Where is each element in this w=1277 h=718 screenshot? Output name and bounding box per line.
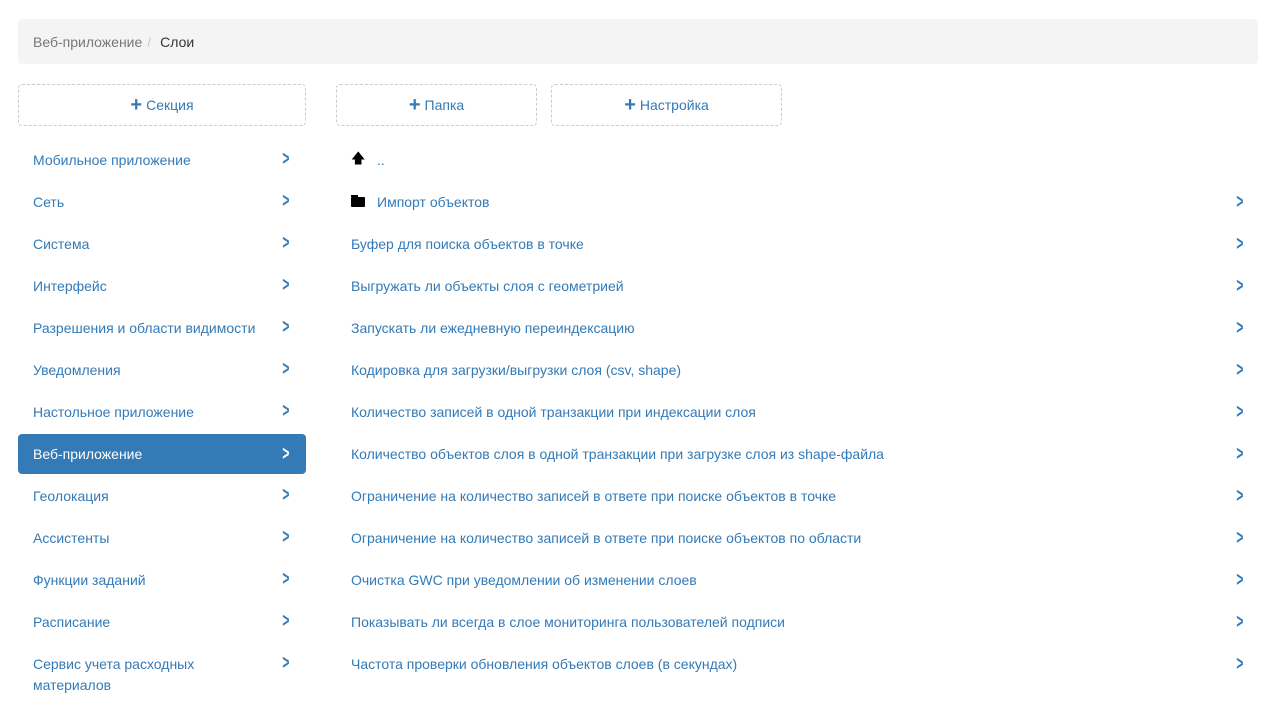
plus-icon: + (624, 94, 636, 116)
setting-label: Количество записей в одной транзакции пр… (351, 404, 756, 420)
chevron-right-icon: > (1236, 443, 1244, 465)
setting-item[interactable]: Ограничение на количество записей в отве… (336, 475, 1258, 517)
chevron-right-icon: > (282, 484, 290, 506)
setting-label: Показывать ли всегда в слое мониторинга … (351, 614, 785, 630)
chevron-right-icon: > (1236, 317, 1244, 339)
setting-label: Частота проверки обновления объектов сло… (351, 656, 738, 672)
chevron-right-icon: > (282, 148, 290, 170)
chevron-right-icon: > (1236, 275, 1244, 297)
breadcrumb-current: Слои (160, 33, 195, 50)
sidebar-item[interactable]: Веб-приложение > (18, 434, 306, 474)
sidebar-item-label: Мобильное приложение (33, 152, 191, 168)
chevron-right-icon: > (282, 400, 290, 422)
setting-item[interactable]: Ограничение на количество записей в отве… (336, 517, 1258, 559)
chevron-right-icon: > (282, 190, 290, 212)
sidebar-item-label: Система (33, 236, 90, 252)
setting-item[interactable]: Очистка GWC при уведомлении об изменении… (336, 559, 1258, 601)
setting-item[interactable]: Выгружать ли объекты слоя с геометрией > (336, 265, 1258, 307)
sidebar-item[interactable]: Мобильное приложение > (18, 139, 306, 181)
sidebar-item-label: Интерфейс (33, 278, 107, 294)
up-level-item[interactable]: 🡅 .. (336, 139, 1258, 181)
sidebar-item[interactable]: Геолокация > (18, 475, 306, 517)
sidebar-item[interactable]: Система > (18, 223, 306, 265)
chevron-right-icon: > (1236, 569, 1244, 591)
chevron-right-icon: > (282, 232, 290, 254)
sidebar-item-label: Разрешения и области видимости (33, 320, 256, 336)
chevron-right-icon: > (282, 443, 290, 465)
setting-item[interactable]: Количество записей в одной транзакции пр… (336, 391, 1258, 433)
folder-item[interactable]: Импорт объектов > (336, 181, 1258, 223)
chevron-right-icon: > (1236, 359, 1244, 381)
chevron-right-icon: > (1236, 485, 1244, 507)
folder-label: Импорт объектов (377, 194, 490, 210)
setting-item[interactable]: Запускать ли ежедневную переиндексацию > (336, 307, 1258, 349)
chevron-right-icon: > (282, 652, 290, 674)
sidebar-item-label: Веб-приложение (33, 446, 143, 462)
up-level-label: .. (377, 152, 385, 168)
setting-label: Кодировка для загрузки/выгрузки слоя (cs… (351, 362, 682, 378)
sidebar-item[interactable]: Разрешения и области видимости > (18, 307, 306, 349)
add-setting-label: Настройка (639, 97, 709, 113)
sidebar-item-label: Настольное приложение (33, 404, 194, 420)
setting-label: Выгружать ли объекты слоя с геометрией (351, 278, 624, 294)
main-list: 🡅 .. Импорт объектов > Буфер для поиска … (336, 139, 1258, 685)
chevron-right-icon: > (1236, 401, 1244, 423)
chevron-right-icon: > (282, 610, 290, 632)
add-section-label: Секция (146, 97, 194, 113)
setting-item[interactable]: Количество объектов слоя в одной транзак… (336, 433, 1258, 475)
setting-label: Буфер для поиска объектов в точке (351, 236, 584, 252)
sidebar-item[interactable]: Ассистенты > (18, 517, 306, 559)
sidebar-item[interactable]: Сервис учета расходных материалов > (18, 643, 306, 706)
setting-label: Запускать ли ежедневную переиндексацию (351, 320, 635, 336)
breadcrumb-separator: / (147, 33, 152, 50)
sidebar-item-label: Сервис учета расходных материалов (33, 656, 195, 693)
plus-icon: + (130, 94, 143, 116)
chevron-right-icon: > (1236, 527, 1244, 549)
chevron-right-icon: > (282, 316, 290, 338)
sidebar-item-label: Геолокация (33, 488, 109, 504)
add-section-button[interactable]: + Секция (18, 84, 306, 126)
arrow-up-icon: 🡅 (351, 150, 366, 166)
chevron-right-icon: > (1236, 611, 1244, 633)
breadcrumb: Веб-приложение / Слои (18, 19, 1258, 64)
sidebar-item[interactable]: Уведомления > (18, 349, 306, 391)
add-setting-button[interactable]: + Настройка (551, 84, 782, 126)
setting-label: Количество объектов слоя в одной транзак… (351, 446, 884, 462)
setting-item[interactable]: Кодировка для загрузки/выгрузки слоя (cs… (336, 349, 1258, 391)
setting-item[interactable]: Показывать ли всегда в слое мониторинга … (336, 601, 1258, 643)
chevron-right-icon: > (1236, 191, 1244, 213)
chevron-right-icon: > (282, 358, 290, 380)
folder-icon (351, 195, 365, 207)
sidebar-item[interactable]: Расписание > (18, 601, 306, 643)
add-folder-label: Папка (424, 97, 465, 113)
sidebar-item[interactable]: Функции заданий > (18, 559, 306, 601)
sidebar-item-label: Функции заданий (33, 572, 146, 588)
sidebar-item-label: Ассистенты (33, 530, 110, 546)
chevron-right-icon: > (1236, 233, 1244, 255)
sidebar-item[interactable]: Интерфейс > (18, 265, 306, 307)
chevron-right-icon: > (282, 568, 290, 590)
setting-item[interactable]: Частота проверки обновления объектов сло… (336, 643, 1258, 685)
chevron-right-icon: > (282, 274, 290, 296)
sidebar-item-label: Расписание (33, 614, 111, 630)
sidebar-item[interactable]: Сеть > (18, 181, 306, 223)
breadcrumb-parent[interactable]: Веб-приложение (33, 33, 143, 50)
setting-item[interactable]: Буфер для поиска объектов в точке > (336, 223, 1258, 265)
chevron-right-icon: > (1236, 653, 1244, 675)
sidebar-item[interactable]: Настольное приложение > (18, 391, 306, 433)
setting-label: Очистка GWC при уведомлении об изменении… (351, 572, 697, 588)
sidebar-item-label: Сеть (33, 194, 65, 210)
add-folder-button[interactable]: + Папка (336, 84, 537, 126)
chevron-right-icon: > (282, 526, 290, 548)
sidebar-item-label: Уведомления (33, 362, 121, 378)
setting-label: Ограничение на количество записей в отве… (351, 530, 862, 546)
setting-label: Ограничение на количество записей в отве… (351, 488, 837, 504)
plus-icon: + (408, 94, 421, 116)
sidebar: Мобильное приложение > Сеть > Система > Интерф… (18, 139, 306, 706)
